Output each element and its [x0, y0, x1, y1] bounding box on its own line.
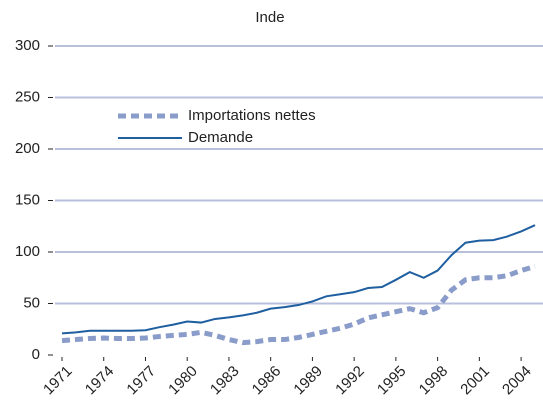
- series-line: [61, 264, 536, 346]
- x-tick-label: 1974: [82, 363, 118, 399]
- x-tick-label: 1992: [332, 363, 368, 399]
- chart-title: Inde: [255, 9, 284, 26]
- series-line: [61, 224, 536, 335]
- legend-label: Importations nettes: [188, 107, 316, 124]
- x-tick-label: 2001: [457, 363, 493, 399]
- x-tick-label: 1983: [207, 363, 243, 399]
- x-tick-label: 1986: [249, 363, 285, 399]
- x-tick-label: 1971: [40, 363, 76, 399]
- x-tick-label: 2004: [499, 363, 535, 399]
- y-tick-label: 300: [15, 37, 40, 54]
- x-tick-label: 1995: [374, 363, 410, 399]
- y-tick-label: 0: [32, 346, 40, 363]
- x-tick-label: 1977: [123, 363, 159, 399]
- x-tick-label: 1980: [165, 363, 201, 399]
- legend-label: Demande: [188, 129, 253, 146]
- x-tick-label: 1998: [416, 363, 452, 399]
- y-tick-label: 250: [15, 88, 40, 105]
- y-tick-label: 200: [15, 140, 40, 157]
- x-tick-label: 1989: [290, 363, 326, 399]
- y-tick-label: 150: [15, 191, 40, 208]
- y-tick-label: 50: [23, 294, 40, 311]
- y-tick-label: 100: [15, 243, 40, 260]
